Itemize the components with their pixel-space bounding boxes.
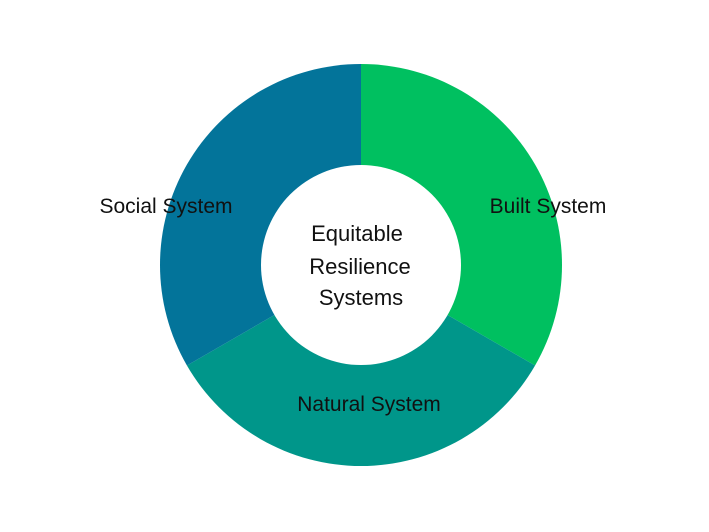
donut-center: [261, 165, 461, 365]
social-system-label: Social System: [99, 195, 232, 218]
natural-system-label: Natural System: [297, 393, 441, 416]
center-title-line-3: Systems: [319, 285, 403, 310]
center-title-line-2: Resilience: [309, 254, 411, 279]
built-system-label: Built System: [490, 195, 607, 218]
center-title-line-1: Equitable: [311, 221, 403, 246]
